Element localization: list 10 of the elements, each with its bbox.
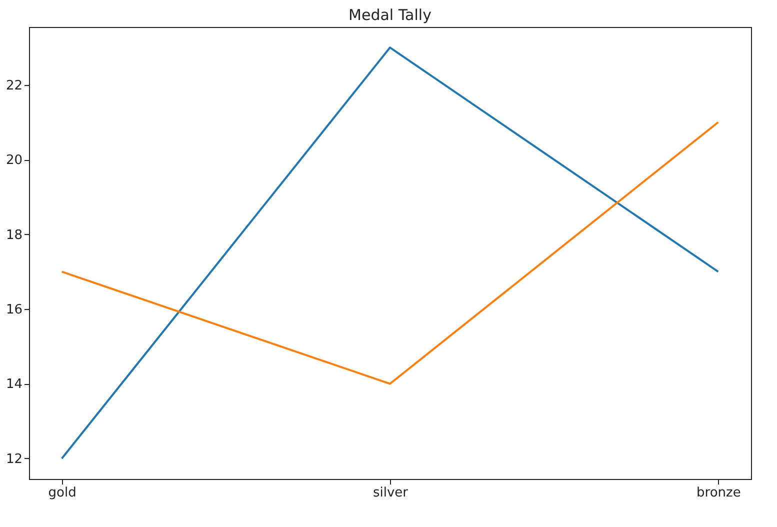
y-tick-label: 12 — [6, 452, 22, 467]
x-tick-label: gold — [48, 486, 76, 500]
y-tick-label: 16 — [6, 302, 22, 318]
y-tick-label: 20 — [6, 153, 22, 168]
chart-title: Medal Tally — [348, 6, 432, 24]
x-tick-label: silver — [372, 486, 409, 500]
x-tick-label: bronze — [696, 486, 741, 500]
y-tick-label: 14 — [6, 377, 22, 392]
y-tick-label: 18 — [6, 228, 22, 243]
y-tick-label: 22 — [6, 78, 22, 94]
